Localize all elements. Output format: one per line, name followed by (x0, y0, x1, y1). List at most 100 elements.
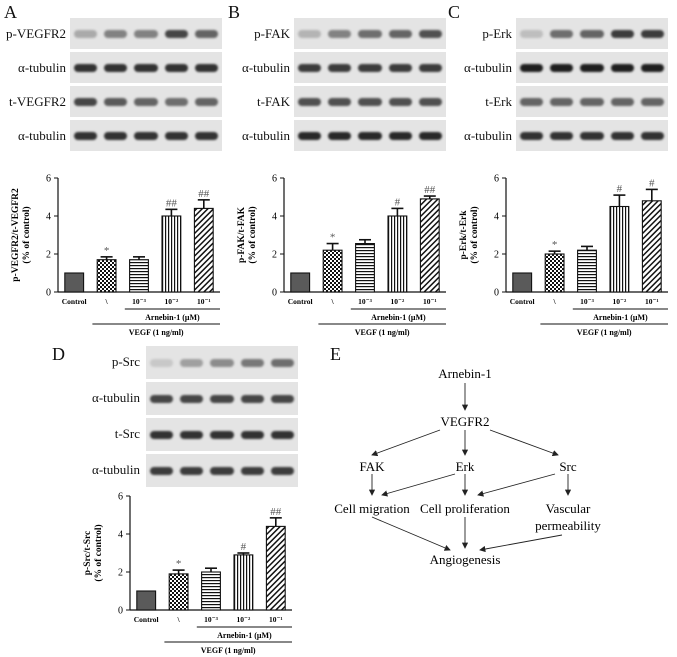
blot-strip (516, 86, 668, 117)
y-tick-label: 2 (118, 568, 123, 579)
blot-label: α-tubulin (464, 60, 512, 75)
x-tick-label: 10⁻² (165, 297, 179, 306)
bar (355, 243, 375, 293)
y-axis-label: (% of control) (469, 206, 480, 263)
significance-mark: # (649, 177, 655, 189)
blot-label: α-tubulin (18, 60, 66, 75)
blot-band (180, 430, 204, 439)
blot-band (550, 97, 574, 106)
x-tick-label: 10⁻² (391, 297, 405, 306)
x-tick-label: 10⁻¹ (269, 615, 283, 624)
y-tick-label: 4 (272, 212, 277, 223)
blot-strip (70, 86, 222, 117)
blot-band (210, 358, 234, 367)
blot-band (419, 63, 443, 72)
blot-strip (70, 120, 222, 151)
blot-strip (70, 52, 222, 83)
pathway-diagram: Arnebin-1 VEGFR2 FAK Erk Src Cell migrat… (334, 366, 601, 567)
blot-label: t-Erk (485, 94, 512, 109)
blot-strip (146, 454, 298, 487)
blot-band (73, 29, 97, 38)
blot-band (388, 97, 412, 106)
bar (168, 573, 189, 611)
blot-band (419, 29, 443, 38)
blot-band (180, 466, 204, 475)
blot-strip (294, 120, 446, 151)
y-tick-label: 0 (46, 288, 51, 299)
blot-band (550, 29, 574, 38)
x-tick-label: \ (553, 297, 557, 306)
blot-label: α-tubulin (464, 128, 512, 143)
blot-band (519, 29, 543, 38)
blot-band (610, 63, 634, 72)
blot-band (134, 63, 158, 72)
x-tick-label: 10⁻¹ (645, 297, 659, 306)
group-label: Arnebin-1 (μM) (217, 631, 272, 640)
blot-band (240, 394, 264, 403)
blot-band (240, 430, 264, 439)
blot-strip (516, 120, 668, 151)
blot-band (134, 131, 158, 140)
panel-letter-a: A (4, 2, 17, 22)
bar (419, 198, 440, 293)
y-axis-label: p-Erk/t-Erk (459, 210, 469, 260)
blot-band (240, 466, 264, 475)
significance-mark: # (395, 196, 401, 208)
blot-band (271, 358, 295, 367)
blot-band (180, 358, 204, 367)
blot-band (271, 430, 295, 439)
x-tick-label: 10⁻² (613, 297, 627, 306)
blot-band (641, 97, 665, 106)
bar (577, 249, 597, 293)
node-cell-proliferation: Cell proliferation (420, 501, 510, 516)
blot-band (519, 131, 543, 140)
x-axis-label: VEGF (1 ng/ml) (355, 328, 410, 337)
blot-band (164, 131, 188, 140)
blot-label: t-FAK (257, 94, 290, 109)
blot-band (134, 97, 158, 106)
blot-band (73, 131, 97, 140)
bar-chart: 0 2 4 6 p-FAK/t-FAK (% of control) Control * \ 10… (237, 174, 446, 337)
blot-band (328, 63, 352, 72)
bar (641, 200, 662, 293)
blot-band (550, 63, 574, 72)
y-tick-label: 4 (494, 212, 499, 223)
blot-strip (146, 418, 298, 451)
blot-band (610, 29, 634, 38)
panel-letter-e: E (330, 344, 341, 364)
significance-mark: # (241, 541, 247, 553)
blot-band (149, 394, 173, 403)
group-label: Arnebin-1 (μM) (371, 313, 426, 322)
x-tick-label: \ (177, 615, 181, 624)
x-tick-label: Control (134, 615, 159, 624)
blot-band (580, 97, 604, 106)
blot-band (104, 97, 128, 106)
bar (387, 215, 408, 293)
blot-strip (294, 52, 446, 83)
blot-band (519, 97, 543, 106)
blot-band (271, 394, 295, 403)
y-tick-label: 6 (46, 174, 51, 185)
bar (544, 253, 565, 293)
x-tick-label: \ (105, 297, 109, 306)
x-tick-label: \ (331, 297, 335, 306)
blot-band (73, 97, 97, 106)
blot-band (610, 131, 634, 140)
blot-band (164, 63, 188, 72)
bar (233, 554, 254, 611)
blot-band (358, 97, 382, 106)
significance-mark: * (176, 558, 182, 570)
bar (193, 207, 214, 293)
significance-mark: * (330, 232, 336, 244)
blot-band (610, 97, 634, 106)
blot-label: α-tubulin (242, 60, 290, 75)
bar (201, 571, 221, 611)
bar-chart: 0 2 4 6 p-VEGFR2/t-VEGFR2 (% of control) Contr… (11, 174, 220, 337)
x-tick-label: 10⁻¹ (197, 297, 211, 306)
blot-label: α-tubulin (92, 390, 140, 405)
blot-band (550, 131, 574, 140)
bar (290, 272, 311, 293)
node-arnebin: Arnebin-1 (438, 366, 491, 381)
node-cell-migration: Cell migration (334, 501, 410, 516)
bar (512, 272, 533, 293)
